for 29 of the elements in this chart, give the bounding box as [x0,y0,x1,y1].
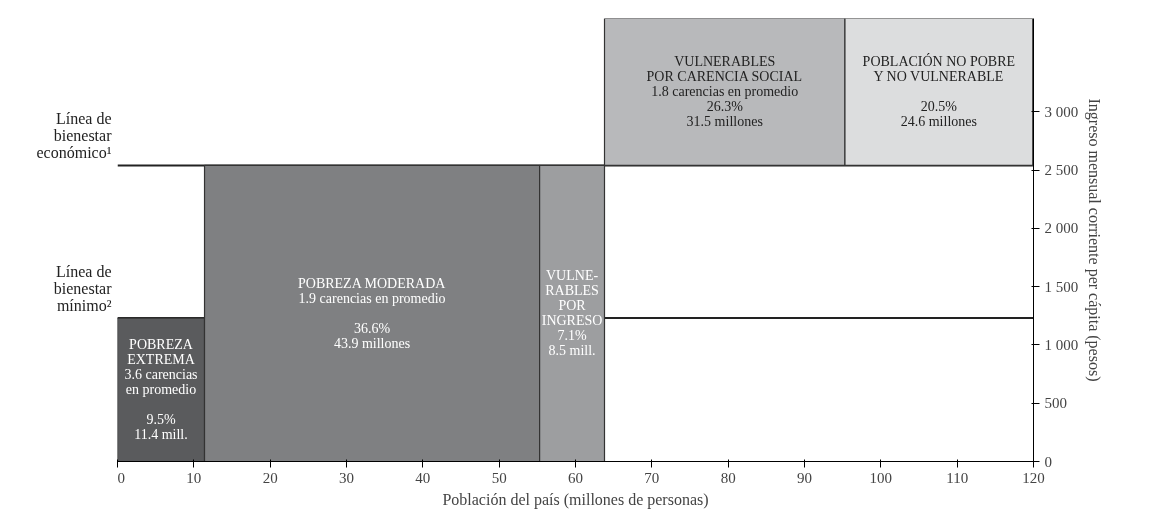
y-tick-label: 3 000 [1044,103,1079,120]
ref-line-label: Línea de bienestar mínimo² [53,263,113,315]
x-tick-label: 50 [491,469,507,486]
x-axis-title: Población del país (millones de personas) [442,490,709,509]
y-tick-label: 2 500 [1044,162,1079,179]
y-tick-label: 500 [1044,395,1067,412]
x-tick-label: 30 [339,469,354,486]
x-tick-label: 0 [117,469,125,486]
annotation: VULNE- RABLES POR INGRESO 7.1% 8.5 mill. [541,268,603,359]
x-tick-label: 100 [869,469,893,486]
ref-line-label: Línea de bienestar económico¹ [36,110,113,162]
y-tick-label: 0 [1044,453,1052,470]
x-tick-label: 120 [1022,469,1045,486]
x-tick-label: 10 [186,469,202,486]
y-tick-label: 1 000 [1044,336,1079,353]
annotation: POBREZA EXTREMA 3.6 carencias en promedio 9.5% 11.4 mill. [124,337,198,443]
annotation: POBLACIÓN NO POBRE Y NO VULNERABLE 20.5% 24.6 millones [862,53,1016,130]
x-tick-label: 40 [415,469,431,486]
x-tick-label: 90 [797,469,812,486]
annotation: VULNERABLES POR CARENCIA SOCIAL 1.8 carencias en promedio 26.3% 31.5 millones [646,54,803,130]
y-tick-label: 2 000 [1044,220,1079,237]
x-tick-label: 20 [262,469,278,486]
x-tick-label: 80 [720,469,736,486]
x-tick-label: 70 [644,469,660,486]
annotation: POBREZA MODERADA 1.9 carencias en promedio 36.6% 43.9 millones [297,275,447,351]
x-tick-label: 110 [946,469,969,486]
y-tick-label: 1 500 [1044,278,1079,295]
x-tick-label: 60 [568,469,583,486]
y-axis-title: Ingreso mensual corriente per cápita (pesos) [1085,98,1104,382]
